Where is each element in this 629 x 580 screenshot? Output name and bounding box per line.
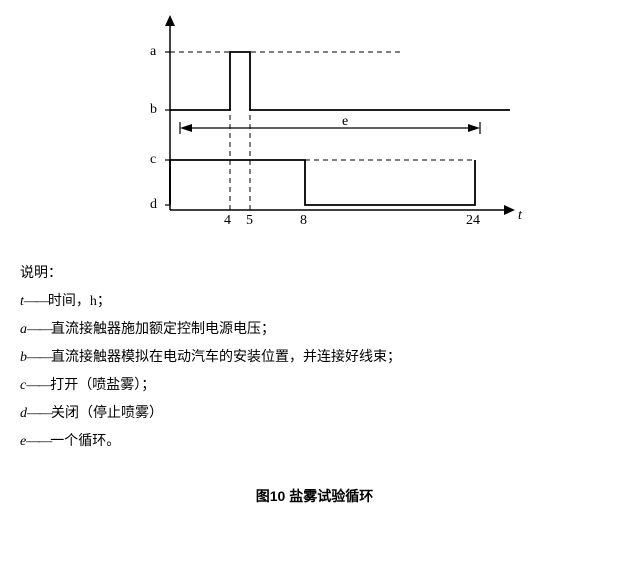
legend-title: 说明：: [20, 260, 619, 288]
legend-item-e: e——一个循环。: [20, 428, 619, 456]
legend-text-a: 直流接触器施加额定控制电源电压；: [51, 322, 275, 337]
legend-sep: ——: [24, 294, 48, 309]
legend-item-a: a——直流接触器施加额定控制电源电压；: [20, 316, 619, 344]
legend-item-d: d——关闭（停止喷雾）: [20, 400, 619, 428]
legend-sep: ——: [27, 406, 51, 421]
level-d-label: d: [150, 197, 157, 213]
figure-caption: 图10 盐雾试验循环: [10, 486, 619, 506]
chart-svg: [110, 10, 530, 230]
legend-sep: ——: [27, 350, 51, 365]
level-a-label: a: [150, 44, 156, 60]
legend-var-d: d: [20, 406, 27, 421]
legend-text-t: 时间，h；: [48, 294, 111, 309]
legend-sep: ——: [26, 378, 50, 393]
legend-text-d: 关闭（停止喷雾）: [51, 406, 163, 421]
x-axis-label: t: [518, 208, 522, 224]
legend-sep: ——: [27, 322, 51, 337]
legend-var-a: a: [20, 322, 27, 337]
legend-text-b: 直流接触器模拟在电动汽车的安装位置，并连接好线束；: [51, 350, 401, 365]
x-tick-4: 4: [224, 213, 231, 229]
level-c-label: c: [150, 152, 156, 168]
legend-text-e: 一个循环。: [50, 434, 120, 449]
x-tick-5: 5: [246, 213, 253, 229]
x-tick-24: 24: [466, 213, 480, 229]
legend-var-b: b: [20, 350, 27, 365]
legend-block: 说明： t——时间，h； a——直流接触器施加额定控制电源电压； b——直流接触…: [20, 260, 619, 456]
legend-sep: ——: [26, 434, 50, 449]
salt-spray-chart: a b c d 4 5 8 24 t e: [110, 10, 530, 230]
x-tick-8: 8: [300, 213, 307, 229]
span-e-label: e: [342, 114, 348, 130]
level-b-label: b: [150, 102, 157, 118]
legend-text-c: 打开（喷盐雾）；: [50, 378, 155, 393]
legend-item-b: b——直流接触器模拟在电动汽车的安装位置，并连接好线束；: [20, 344, 619, 372]
legend-item-c: c——打开（喷盐雾）；: [20, 372, 619, 400]
legend-item-t: t——时间，h；: [20, 288, 619, 316]
